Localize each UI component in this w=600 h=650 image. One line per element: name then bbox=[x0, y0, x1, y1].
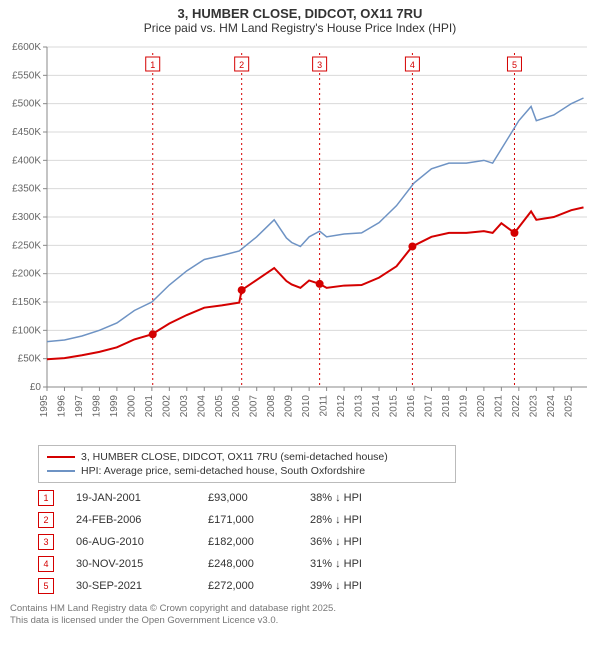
sale-date: 06-AUG-2010 bbox=[76, 536, 186, 548]
svg-text:£100K: £100K bbox=[12, 325, 41, 336]
sale-price: £272,000 bbox=[208, 580, 288, 592]
sale-row: 1 19-JAN-2001 £93,000 38% ↓ HPI bbox=[38, 487, 590, 509]
footer-line-1: Contains HM Land Registry data © Crown c… bbox=[10, 603, 590, 615]
svg-text:2003: 2003 bbox=[179, 395, 190, 418]
svg-text:£300K: £300K bbox=[12, 212, 41, 223]
sale-diff: 39% ↓ HPI bbox=[310, 580, 400, 592]
svg-text:2025: 2025 bbox=[563, 395, 574, 418]
sale-date: 30-NOV-2015 bbox=[76, 558, 186, 570]
legend-swatch bbox=[47, 470, 75, 472]
svg-text:1998: 1998 bbox=[91, 395, 102, 418]
sale-row: 5 30-SEP-2021 £272,000 39% ↓ HPI bbox=[38, 575, 590, 597]
svg-text:2010: 2010 bbox=[301, 395, 312, 418]
svg-text:£400K: £400K bbox=[12, 155, 41, 166]
svg-text:5: 5 bbox=[512, 60, 517, 70]
svg-text:2002: 2002 bbox=[161, 395, 172, 418]
sale-row: 4 30-NOV-2015 £248,000 31% ↓ HPI bbox=[38, 553, 590, 575]
svg-text:£350K: £350K bbox=[12, 184, 41, 195]
svg-text:£150K: £150K bbox=[12, 297, 41, 308]
sale-row: 3 06-AUG-2010 £182,000 36% ↓ HPI bbox=[38, 531, 590, 553]
svg-text:1: 1 bbox=[150, 60, 155, 70]
sale-marker-icon: 1 bbox=[38, 490, 54, 506]
svg-text:1999: 1999 bbox=[109, 395, 120, 418]
svg-text:£550K: £550K bbox=[12, 70, 41, 81]
svg-text:2011: 2011 bbox=[319, 395, 330, 417]
svg-text:2015: 2015 bbox=[389, 395, 400, 418]
sale-diff: 36% ↓ HPI bbox=[310, 536, 400, 548]
legend-swatch bbox=[47, 456, 75, 458]
svg-text:1997: 1997 bbox=[74, 395, 85, 418]
svg-text:2021: 2021 bbox=[493, 395, 504, 418]
svg-text:1995: 1995 bbox=[39, 395, 50, 418]
svg-text:3: 3 bbox=[317, 60, 322, 70]
svg-text:4: 4 bbox=[410, 60, 415, 70]
svg-text:2019: 2019 bbox=[458, 395, 469, 418]
svg-text:2018: 2018 bbox=[441, 395, 452, 418]
svg-text:2006: 2006 bbox=[231, 395, 242, 418]
svg-text:£250K: £250K bbox=[12, 240, 41, 251]
svg-text:2005: 2005 bbox=[214, 395, 225, 418]
sale-price: £93,000 bbox=[208, 492, 288, 504]
sale-date: 19-JAN-2001 bbox=[76, 492, 186, 504]
sale-price: £182,000 bbox=[208, 536, 288, 548]
sale-row: 2 24-FEB-2006 £171,000 28% ↓ HPI bbox=[38, 509, 590, 531]
legend-row: 3, HUMBER CLOSE, DIDCOT, OX11 7RU (semi-… bbox=[47, 450, 447, 464]
footer-attribution: Contains HM Land Registry data © Crown c… bbox=[10, 603, 590, 628]
sale-diff: 38% ↓ HPI bbox=[310, 492, 400, 504]
svg-text:2020: 2020 bbox=[476, 395, 487, 418]
title-line-1: 3, HUMBER CLOSE, DIDCOT, OX11 7RU bbox=[4, 6, 596, 21]
title-block: 3, HUMBER CLOSE, DIDCOT, OX11 7RU Price … bbox=[0, 0, 600, 37]
svg-text:£600K: £600K bbox=[12, 42, 41, 53]
svg-text:2: 2 bbox=[239, 60, 244, 70]
chart-area: £0 £50K £100K £150K £200K £250K £300K £350K £400… bbox=[5, 37, 595, 437]
svg-text:£450K: £450K bbox=[12, 127, 41, 138]
svg-text:1996: 1996 bbox=[56, 395, 67, 418]
svg-text:£0: £0 bbox=[30, 382, 42, 393]
svg-text:£500K: £500K bbox=[12, 99, 41, 110]
svg-text:2022: 2022 bbox=[511, 395, 522, 418]
svg-text:2013: 2013 bbox=[354, 395, 365, 418]
sale-date: 24-FEB-2006 bbox=[76, 514, 186, 526]
svg-text:2017: 2017 bbox=[423, 395, 434, 418]
svg-text:£200K: £200K bbox=[12, 269, 41, 280]
title-line-2: Price paid vs. HM Land Registry's House … bbox=[4, 21, 596, 35]
svg-text:2001: 2001 bbox=[144, 395, 155, 418]
sale-date: 30-SEP-2021 bbox=[76, 580, 186, 592]
svg-text:2012: 2012 bbox=[336, 395, 347, 418]
svg-text:2007: 2007 bbox=[249, 395, 260, 418]
svg-text:2014: 2014 bbox=[371, 395, 382, 418]
svg-text:2009: 2009 bbox=[284, 395, 295, 418]
legend-row: HPI: Average price, semi-detached house,… bbox=[47, 464, 447, 478]
sale-marker-icon: 3 bbox=[38, 534, 54, 550]
svg-text:2008: 2008 bbox=[266, 395, 277, 418]
legend: 3, HUMBER CLOSE, DIDCOT, OX11 7RU (semi-… bbox=[38, 445, 456, 483]
sale-marker-icon: 2 bbox=[38, 512, 54, 528]
sale-price: £171,000 bbox=[208, 514, 288, 526]
sales-table: 1 19-JAN-2001 £93,000 38% ↓ HPI 2 24-FEB-2006… bbox=[38, 487, 590, 597]
footer-line-2: This data is licensed under the Open Gov… bbox=[10, 615, 590, 627]
line-chart-svg: £0 £50K £100K £150K £200K £250K £300K £350K £400… bbox=[5, 37, 595, 437]
sale-marker-icon: 4 bbox=[38, 556, 54, 572]
legend-label: 3, HUMBER CLOSE, DIDCOT, OX11 7RU (semi-… bbox=[81, 451, 388, 463]
sale-marker-icon: 5 bbox=[38, 578, 54, 594]
svg-text:2004: 2004 bbox=[196, 395, 207, 418]
svg-text:2016: 2016 bbox=[406, 395, 417, 418]
svg-text:2024: 2024 bbox=[546, 395, 557, 418]
chart-container: 3, HUMBER CLOSE, DIDCOT, OX11 7RU Price … bbox=[0, 0, 600, 628]
sale-diff: 31% ↓ HPI bbox=[310, 558, 400, 570]
svg-text:2000: 2000 bbox=[126, 395, 137, 418]
svg-text:2023: 2023 bbox=[528, 395, 539, 418]
sale-diff: 28% ↓ HPI bbox=[310, 514, 400, 526]
svg-text:£50K: £50K bbox=[18, 354, 42, 365]
legend-label: HPI: Average price, semi-detached house,… bbox=[81, 465, 365, 477]
sale-price: £248,000 bbox=[208, 558, 288, 570]
